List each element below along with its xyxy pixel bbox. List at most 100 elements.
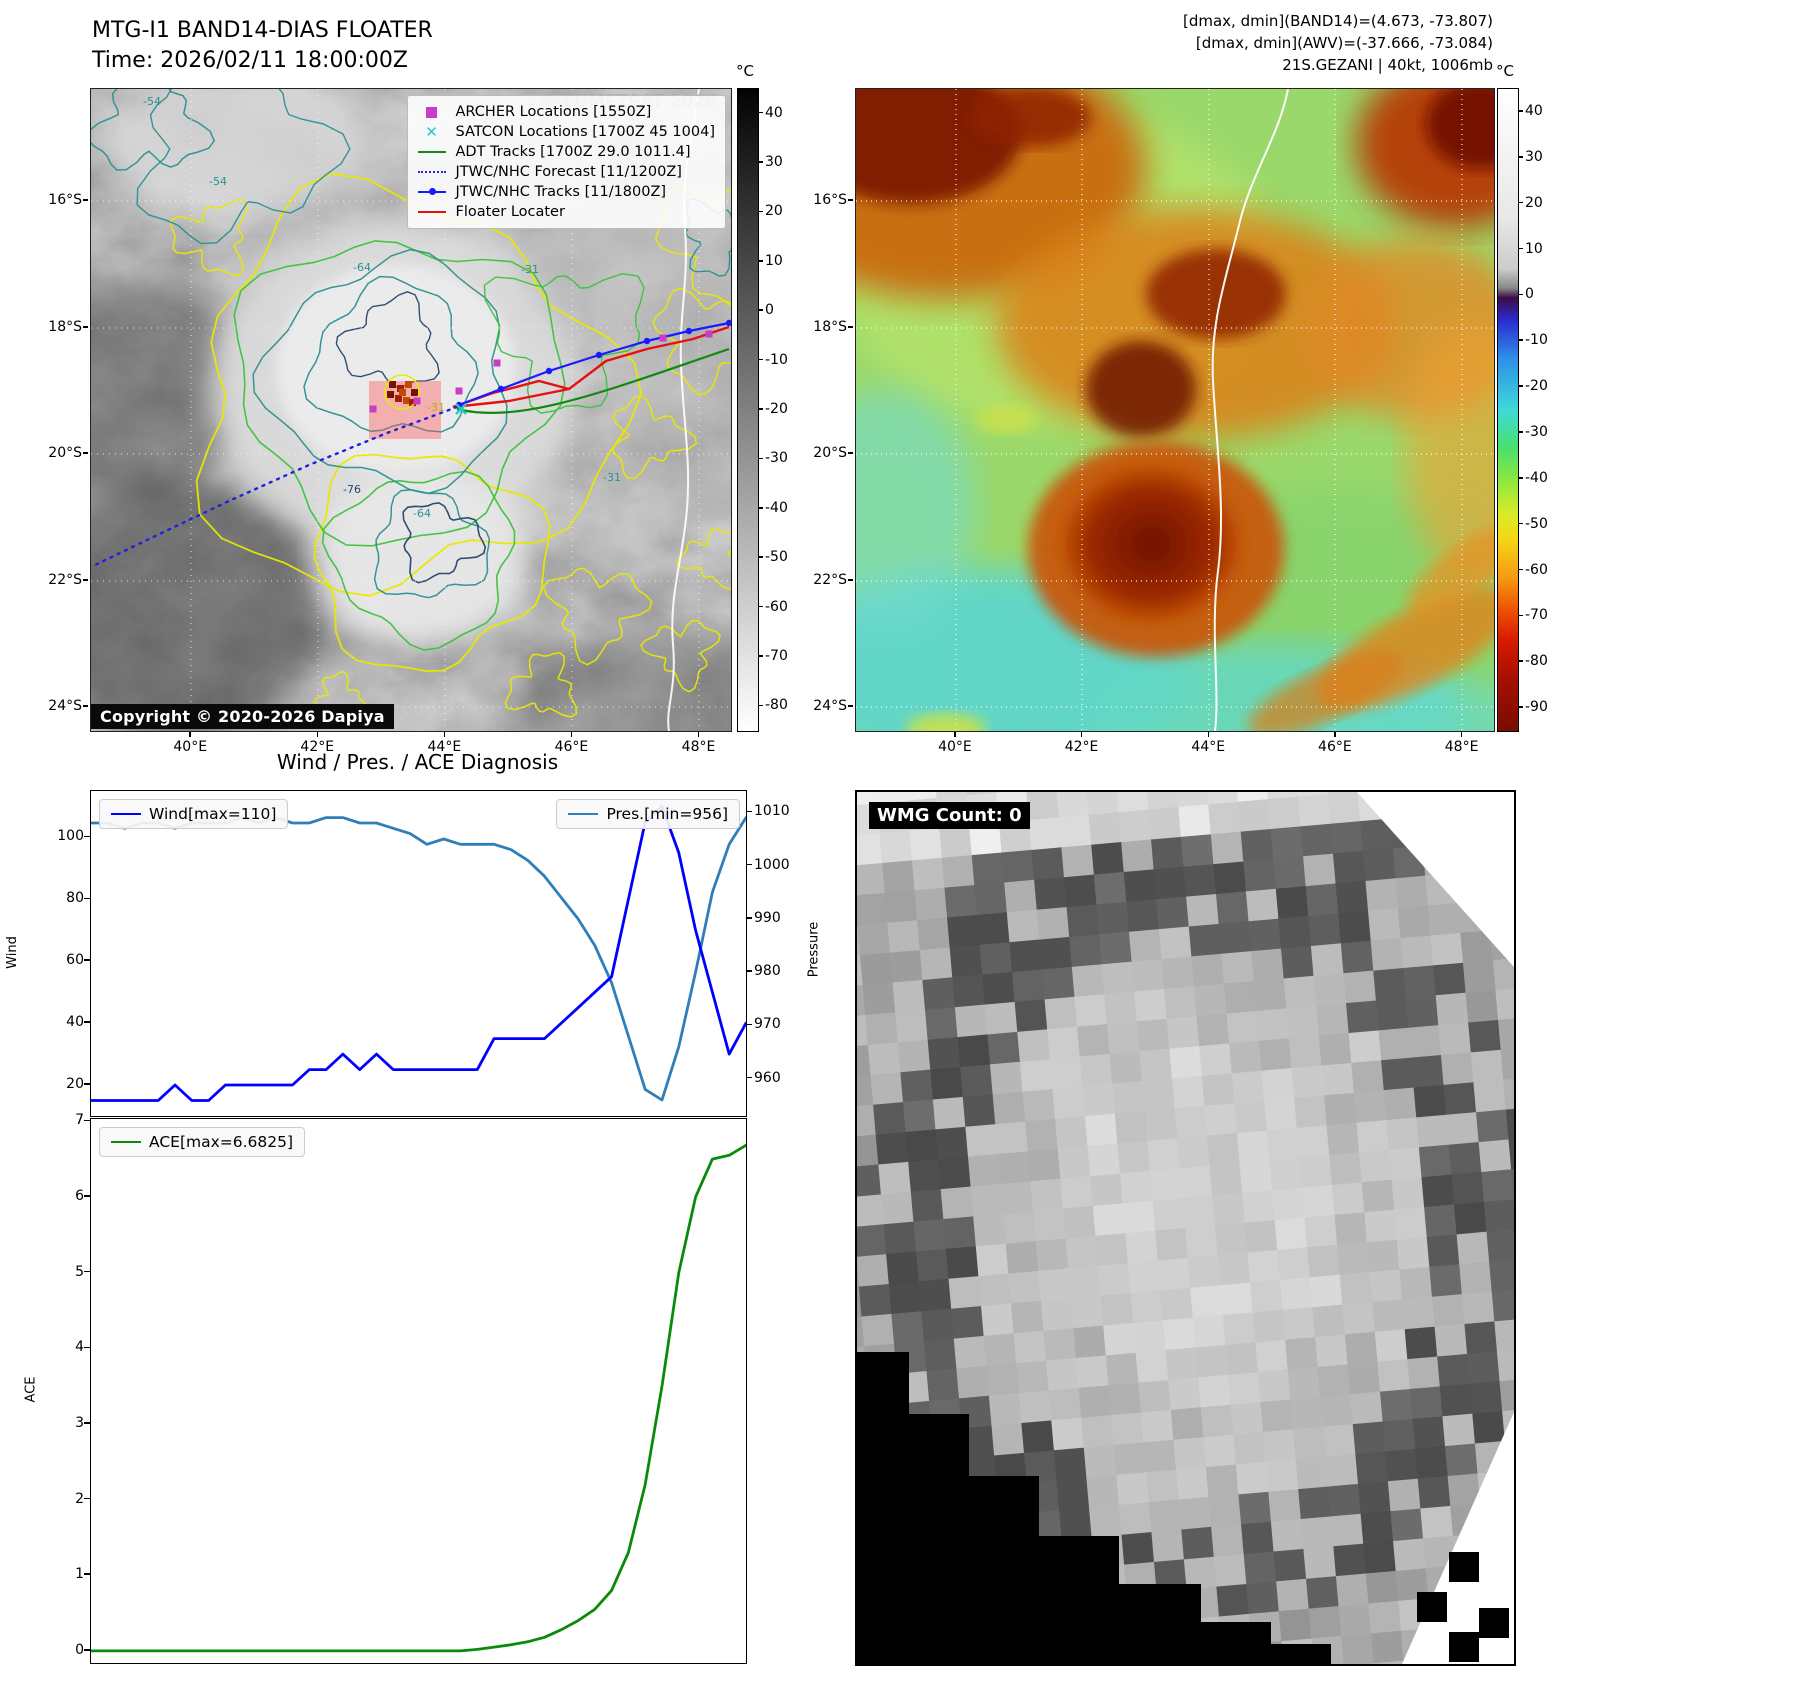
colorbar-tick-label: -70 (1525, 607, 1548, 624)
map-x-tick-label: 40°E (938, 739, 972, 755)
axis-tick-mark (697, 732, 700, 737)
track-line-marker (416, 188, 448, 195)
svg-text:-54: -54 (143, 95, 161, 108)
axis-tick-mark (759, 655, 763, 657)
wind-y-tick-label: 40 (66, 1014, 84, 1031)
axis-tick-mark (1519, 614, 1523, 617)
ace-y-tick-label: 0 (75, 1641, 84, 1658)
svg-text:-31: -31 (603, 471, 621, 484)
legend-item-label: Floater Locater (455, 204, 565, 220)
awv-colorbar (1497, 88, 1519, 732)
ace-chart: ACE[max=6.6825] (90, 1118, 747, 1664)
colorbar-tick-label: 20 (1525, 194, 1543, 211)
svg-text:-64: -64 (413, 507, 431, 520)
wind-axis-label: Wind (4, 936, 20, 969)
axis-tick-mark (746, 1076, 752, 1079)
axis-tick-mark (84, 1497, 90, 1500)
map-x-tick-label: 46°E (1318, 739, 1352, 755)
map-x-tick-label: 46°E (554, 739, 589, 755)
axis-tick-mark (759, 161, 763, 163)
axis-tick-mark (1519, 110, 1523, 112)
axis-tick-mark (1519, 201, 1523, 204)
axis-tick-mark (848, 579, 853, 581)
ace-y-tick-label: 3 (75, 1414, 84, 1431)
ace-line-sample (111, 1141, 141, 1143)
awv-colorbar-unit: °C (1496, 62, 1514, 80)
ace-y-tick-label: 4 (75, 1339, 84, 1356)
map-y-tick-label: 20°S (813, 444, 847, 461)
colorbar-tick-label: -50 (1525, 515, 1548, 532)
awv-dmax-dmin: [dmax, dmin](AWV)=(-37.666, -73.084) (1195, 34, 1493, 52)
axis-tick-mark (83, 452, 88, 454)
forecast-dotted-marker (416, 171, 448, 173)
band14-legend: ARCHER Locations [1550Z] ✕ SATCON Location… (406, 95, 726, 229)
axis-tick-mark (84, 835, 90, 838)
axis-tick-mark (570, 732, 573, 737)
ace-y-tick-label: 6 (75, 1187, 84, 1204)
map-x-tick-label: 44°E (427, 739, 462, 755)
satcon-x-marker: ✕ (425, 123, 438, 141)
axis-tick-mark (1519, 522, 1523, 525)
map-x-tick-label: 42°E (1064, 739, 1099, 755)
ace-y-tick-label: 2 (75, 1490, 84, 1507)
colorbar-tick-label: 40 (765, 104, 783, 121)
map-y-tick-label: 18°S (813, 319, 847, 336)
axis-tick-mark (746, 863, 752, 866)
wind-line-sample (111, 813, 141, 815)
axis-tick-mark (848, 705, 853, 707)
colorbar-tick-label: 20 (765, 203, 783, 220)
axis-tick-mark (84, 1346, 90, 1348)
awv-annotation-block: [dmax, dmin](BAND14)=(4.673, -73.807) [d… (1000, 10, 1493, 76)
axis-tick-mark (759, 111, 763, 114)
legend-item: ARCHER Locations [1550Z] (416, 102, 715, 122)
legend-item-label: ARCHER Locations [1550Z] (455, 104, 652, 120)
wind-pressure-chart: Wind[max=110] Pres.[min=956] (90, 790, 747, 1117)
legend-item: Floater Locater (416, 202, 715, 222)
map-y-tick-label: 18°S (48, 319, 82, 336)
axis-tick-mark (1519, 247, 1523, 250)
axis-tick-mark (848, 452, 853, 454)
legend-item-label: SATCON Locations [1700Z 45 1004] (455, 124, 715, 140)
colorbar-tick-label: -80 (765, 697, 788, 714)
wind-legend: Wind[max=110] (99, 799, 289, 829)
legend-item: JTWC/NHC Forecast [11/1200Z] (416, 162, 715, 182)
wind-y-tick-label: 80 (66, 890, 84, 907)
storm-intensity-label: 21S.GEZANI | 40kt, 1006mb (1282, 56, 1493, 74)
map-y-tick-label: 16°S (48, 192, 82, 209)
colorbar-tick-label: 0 (765, 302, 774, 319)
pressure-y-tick-label: 970 (754, 1016, 781, 1033)
axis-tick-mark (848, 326, 853, 328)
svg-text:-76: -76 (343, 483, 361, 496)
map-y-tick-label: 24°S (813, 697, 847, 714)
pressure-axis-label: Pressure (806, 921, 822, 978)
axis-tick-mark (759, 556, 763, 558)
colorbar-tick-label: 0 (1525, 286, 1534, 303)
legend-item: JTWC/NHC Tracks [11/1800Z] (416, 182, 715, 202)
svg-text:-31: -31 (521, 263, 539, 276)
axis-tick-mark (83, 579, 88, 581)
band14-colorbar-unit: °C (736, 62, 754, 80)
colorbar-tick-label: -30 (765, 450, 788, 467)
colorbar-tick-label: -40 (1525, 469, 1548, 486)
wmg-image (857, 792, 1514, 1664)
axis-tick-mark (759, 309, 763, 311)
axis-tick-mark (1519, 431, 1523, 433)
svg-text:-31: -31 (427, 401, 445, 414)
colorbar-tick-label: -10 (765, 351, 788, 368)
axis-tick-mark (1460, 732, 1463, 737)
axis-tick-mark (84, 1573, 90, 1575)
band14-title: MTG-I1 BAND14-DIAS FLOATER (92, 18, 433, 43)
axis-tick-mark (84, 1083, 90, 1085)
map-y-tick-label: 24°S (48, 697, 82, 714)
ace-y-tick-label: 7 (75, 1112, 84, 1129)
colorbar-tick-label: -10 (1525, 332, 1548, 349)
ace-plot (91, 1143, 746, 1653)
axis-tick-mark (84, 897, 90, 900)
awv-map-panel (855, 88, 1495, 732)
axis-tick-mark (759, 210, 763, 213)
axis-tick-mark (746, 810, 752, 813)
wind-pressure-plot (91, 805, 746, 1102)
band14-colorbar (737, 88, 759, 732)
map-x-tick-label: 48°E (1444, 739, 1479, 755)
axis-tick-mark (443, 732, 446, 737)
